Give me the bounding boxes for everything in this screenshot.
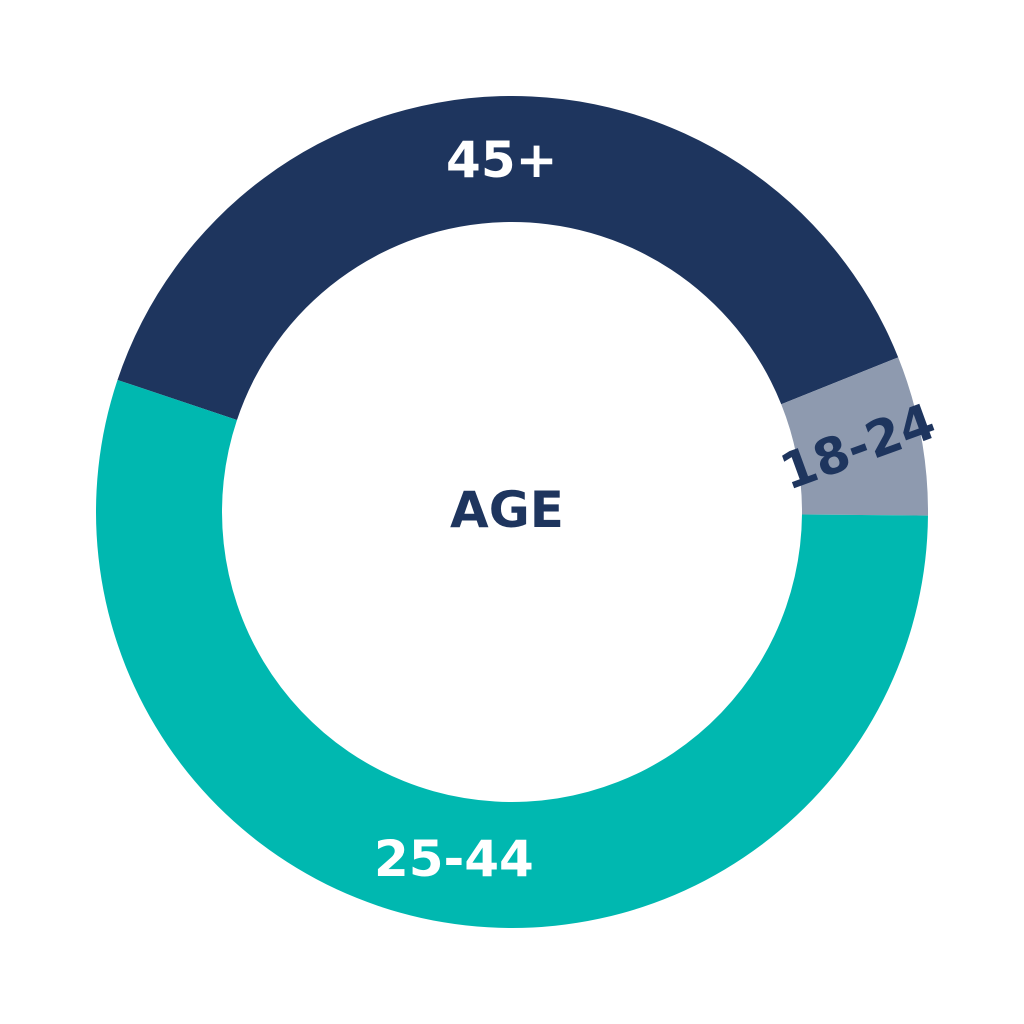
slice-label-2: 25-44 <box>374 830 534 888</box>
donut-slices <box>96 95 928 929</box>
slice-label-0: 45+ <box>446 131 557 189</box>
slice-25-44 <box>96 380 928 929</box>
slice-18-24 <box>781 357 928 516</box>
center-label: AGE <box>450 481 564 539</box>
slice-45 <box>117 95 899 420</box>
